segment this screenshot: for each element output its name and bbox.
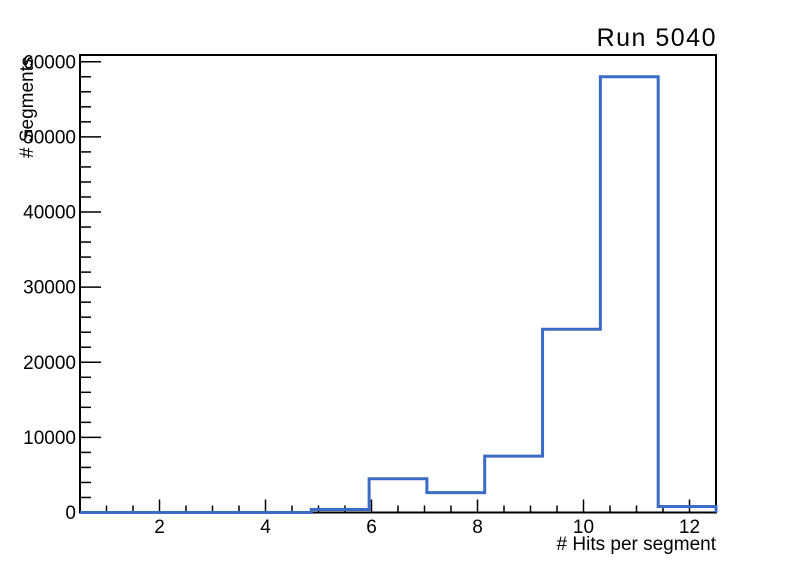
chart-title: Run 5040 <box>597 24 717 52</box>
y-tick-label: 20000 <box>23 353 76 374</box>
y-tick-label: 0 <box>65 503 76 524</box>
x-axis-title: # Hits per segment <box>557 534 717 555</box>
axis-ticks <box>81 61 691 514</box>
plot-frame <box>79 54 717 514</box>
y-tick-label: 10000 <box>23 428 76 449</box>
y-tick-label: 50000 <box>23 127 76 148</box>
x-tick-label: 4 <box>260 517 271 538</box>
x-tick-label: 10 <box>573 517 594 538</box>
x-tick-label: 6 <box>366 517 377 538</box>
y-tick-label: 40000 <box>23 203 76 224</box>
x-tick-label: 8 <box>472 517 483 538</box>
axis-tick-labels: 2 4 6 8 10 12 0 10000 20000 30000 40000 50000 60000 <box>23 52 700 538</box>
y-axis-title: # Segments <box>17 57 38 158</box>
y-tick-label: 60000 <box>23 52 76 73</box>
x-tick-label: 2 <box>154 517 165 538</box>
x-tick-label: 12 <box>679 517 700 538</box>
y-tick-label: 30000 <box>23 278 76 299</box>
histogram-line <box>80 75 718 514</box>
